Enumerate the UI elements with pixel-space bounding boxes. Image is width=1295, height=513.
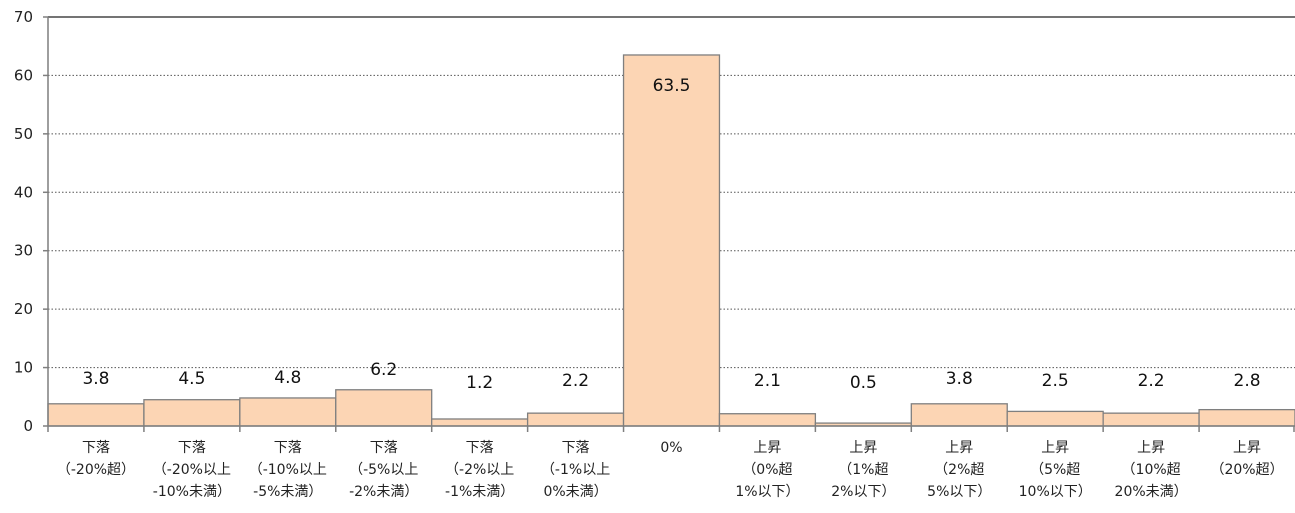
bar: [526, 412, 625, 427]
axes: [43, 16, 1295, 432]
x-tick-label-line: （-5%以上: [349, 462, 418, 478]
data-label: 3.8: [946, 369, 973, 389]
x-tick-label-line: （10%超: [1122, 462, 1181, 478]
x-tick-label-line: （2%超: [934, 462, 984, 478]
data-label: 6.2: [370, 360, 397, 380]
bar: [1006, 410, 1104, 427]
bar: [431, 418, 529, 427]
x-tick-label-line: 上昇: [945, 440, 973, 456]
x-tick-label-line: （-20%超）: [57, 462, 135, 478]
y-tick-label: 0: [23, 417, 33, 435]
x-tick-label-line: 0%: [660, 440, 682, 456]
x-tick-label-line: （5%超: [1030, 462, 1080, 478]
x-tick-label-line: （1%超: [838, 462, 888, 478]
x-tick-label-line: 上昇: [1041, 440, 1069, 456]
y-tick-label: 50: [14, 125, 33, 143]
data-labels: 3.8 4.5 4.8 6.2 1.2 2.2 63.5 2.1 0.5 3.8 2.5 2.2 2.8: [82, 76, 1260, 393]
x-tick-label-line: 下落: [178, 440, 206, 456]
x-tick-label: 上昇 （1%超 2%以下）: [831, 440, 895, 500]
x-tick-label-line: -1%未満）: [445, 484, 514, 500]
bar: [1102, 412, 1200, 427]
data-label: 0.5: [850, 373, 877, 393]
data-label: 4.5: [178, 369, 205, 389]
x-tick-label: 上昇 （5%超 10%以下）: [1019, 440, 1092, 500]
y-axis-ticks: 0 10 20 30 40 50 60 70: [14, 8, 33, 435]
x-tick-label: 上昇 （0%超 1%以下）: [735, 440, 799, 500]
y-tick-label: 20: [14, 300, 33, 318]
x-tick-label-line: 下落: [274, 440, 302, 456]
y-tick-label: 70: [14, 8, 33, 26]
x-tick-label: 下落 （-1%以上 0%未満）: [541, 440, 610, 500]
x-tick-label: 上昇 （2%超 5%以下）: [927, 440, 991, 500]
x-tick-label: 下落 （-2%以上 -1%未満）: [445, 440, 514, 500]
x-tick-label-line: -2%未満）: [349, 484, 418, 500]
data-label: 2.8: [1234, 371, 1261, 391]
bars: [47, 54, 1295, 427]
data-label: 2.2: [1138, 371, 1165, 391]
y-tick-label: 30: [14, 242, 33, 260]
bar: [143, 399, 241, 427]
x-tick-label-line: （20%超）: [1210, 462, 1283, 478]
bar: [910, 403, 1008, 427]
bar: [622, 54, 721, 427]
data-label: 2.1: [754, 371, 781, 391]
x-tick-label-line: -5%未満）: [253, 484, 322, 500]
x-tick-label-line: 10%以下）: [1019, 484, 1092, 500]
x-tick-label-line: （-20%以上: [153, 462, 231, 478]
data-label: 4.8: [274, 368, 301, 388]
x-tick-label-line: 上昇: [1233, 440, 1261, 456]
data-label: 2.5: [1042, 371, 1069, 391]
x-tick-label-line: -10%未満）: [153, 484, 231, 500]
data-label: 2.2: [562, 371, 589, 391]
x-tick-label-line: （-1%以上: [541, 462, 610, 478]
data-label: 63.5: [653, 76, 691, 96]
x-tick-label: 上昇 （20%超）: [1210, 440, 1283, 478]
x-tick-label: 0%: [660, 440, 682, 456]
x-tick-label-line: （0%超: [742, 462, 792, 478]
y-tick-label: 60: [14, 66, 33, 84]
y-tick-label: 40: [14, 183, 33, 201]
x-tick-label: 下落 （-20%超）: [57, 440, 135, 478]
bar: [1198, 408, 1295, 427]
bar: [47, 403, 145, 427]
x-tick-label: 下落 （-20%以上 -10%未満）: [153, 440, 231, 500]
x-tick-label: 下落 （-5%以上 -2%未満）: [349, 440, 418, 500]
data-label: 3.8: [82, 369, 109, 389]
x-tick-label-line: 上昇: [1137, 440, 1165, 456]
x-tick-label-line: （-10%以上: [249, 462, 327, 478]
x-tick-label-line: 5%以下）: [927, 484, 991, 500]
x-tick-label-line: 下落: [82, 440, 110, 456]
x-tick-label-line: 下落: [370, 440, 398, 456]
bar: [718, 413, 817, 427]
x-tick-label-line: 下落: [562, 440, 590, 456]
x-tick-label-line: 上昇: [753, 440, 781, 456]
x-axis-labels: 下落 （-20%超） 下落 （-20%以上 -10%未満） 下落 （-10%以上 -5%未満）…: [57, 440, 1284, 500]
x-tick-label-line: 20%未満）: [1115, 484, 1188, 500]
x-tick-label-line: 1%以下）: [735, 484, 799, 500]
x-tick-label-line: 2%以下）: [831, 484, 895, 500]
x-tick-label-line: 下落: [466, 440, 494, 456]
x-tick-label-line: 0%未満）: [543, 484, 607, 500]
bar: [335, 389, 433, 427]
x-tick-label: 下落 （-10%以上 -5%未満）: [249, 440, 327, 500]
x-tick-label: 上昇 （10%超 20%未満）: [1115, 440, 1188, 500]
y-tick-label: 10: [14, 359, 33, 377]
bar: [239, 397, 337, 427]
x-tick-label-line: （-2%以上: [445, 462, 514, 478]
x-tick-label-line: 上昇: [849, 440, 877, 456]
data-label: 1.2: [466, 373, 493, 393]
